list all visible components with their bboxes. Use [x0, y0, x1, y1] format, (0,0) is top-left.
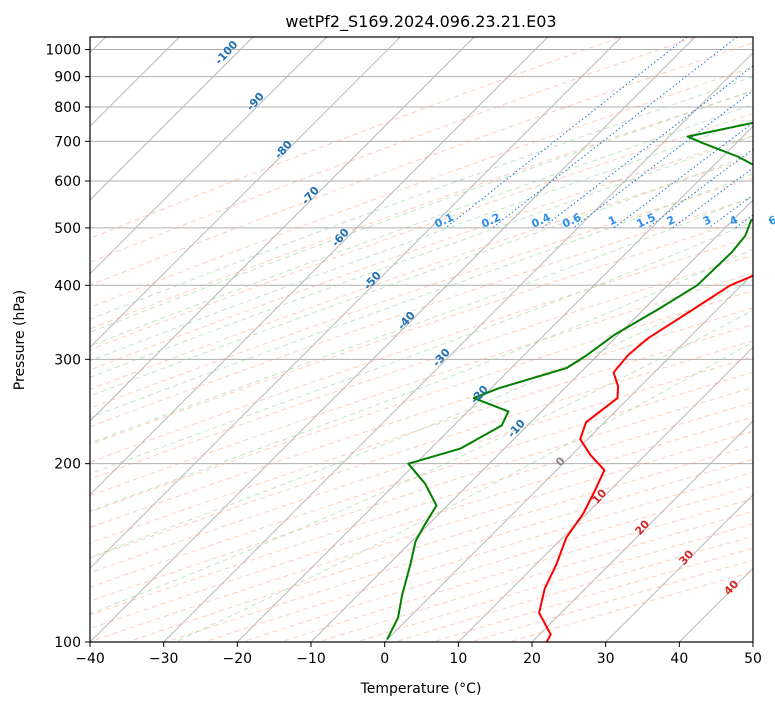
y-tick-label: 700 — [54, 134, 81, 150]
dry-adiabat-line — [90, 37, 698, 263]
x-tick-label: 10 — [449, 651, 467, 667]
isotherm-line — [90, 37, 549, 496]
profile-lines — [386, 121, 753, 642]
isotherm-line — [90, 37, 622, 570]
moist-adiabat-line — [90, 309, 753, 615]
dry-adiabat-line — [90, 254, 753, 480]
x-tick-label: −30 — [149, 651, 179, 667]
dry-adiabat-line — [90, 66, 753, 309]
isotherm-line — [457, 346, 753, 642]
mixing-ratio-line — [492, 37, 738, 229]
dry-adiabat-line — [90, 156, 753, 390]
moist-adiabat-line — [90, 118, 753, 362]
x-tick-label: 30 — [597, 651, 615, 667]
moist-adiabat-line — [90, 278, 753, 558]
dry-adiabat-line — [90, 307, 753, 529]
moist-adiabat-line — [90, 103, 753, 347]
isotherm-line — [310, 199, 753, 642]
isotherm-line — [90, 37, 696, 642]
y-axis-label: Pressure (hPa) — [12, 290, 28, 390]
x-tick-label: −20 — [223, 651, 253, 667]
dry-adiabat-line — [90, 42, 753, 286]
moist-adiabat-line — [90, 173, 753, 419]
y-tick-label: 1000 — [45, 43, 81, 59]
mixing-ratio-line — [613, 122, 753, 229]
x-tick-label: 20 — [523, 651, 541, 667]
dry-adiabat-line — [90, 290, 753, 513]
y-tick-label: 800 — [54, 100, 81, 116]
dry-adiabat-line — [90, 356, 753, 574]
mixing-ratio-line — [542, 65, 753, 229]
mixing-ratio-label: 6 — [766, 213, 775, 228]
dry-adiabat-line — [90, 386, 753, 602]
x-tick-label: 0 — [380, 651, 389, 667]
dry-adiabat-line — [90, 340, 753, 559]
plot-frame — [89, 36, 754, 643]
x-tick-label: −10 — [296, 651, 326, 667]
moist-adiabat-line — [90, 153, 753, 397]
isotherm-line — [90, 37, 254, 201]
y-tick-label: 900 — [54, 70, 81, 86]
y-tick-label: 300 — [54, 352, 81, 368]
dry-adiabat-line — [90, 236, 753, 463]
moist-adiabat-line — [90, 220, 753, 475]
isotherm-line — [90, 37, 328, 275]
background-lines — [90, 37, 753, 642]
axes: −40 −30 −20 −10 0 10 20 30 40 50 100 200 300 400 500 60… — [45, 43, 762, 667]
isotherm-line — [236, 125, 753, 642]
x-tick-label: 40 — [670, 651, 688, 667]
isotherm-line — [605, 493, 753, 642]
x-axis-label: Temperature (°C) — [360, 681, 482, 697]
moist-adiabat-line — [90, 135, 753, 378]
dry-adiabat-line — [90, 135, 753, 371]
chart-title: wetPf2_S169.2024.096.23.21.E03 — [285, 12, 556, 32]
isotherm-line — [90, 37, 401, 349]
isotherm-line — [90, 37, 475, 422]
y-tick-label: 400 — [54, 278, 81, 294]
dewpoint-profile-line — [386, 121, 753, 640]
mixing-ratio-line — [445, 37, 688, 229]
isotherm-line — [531, 420, 753, 642]
y-tick-label: 500 — [54, 221, 81, 237]
dry-adiabat-line — [90, 177, 753, 409]
x-tick-label: 50 — [744, 651, 762, 667]
y-tick-label: 100 — [54, 635, 81, 651]
dry-adiabat-line — [90, 197, 753, 428]
y-tick-label: 600 — [54, 174, 81, 190]
temperature-profile-line — [538, 274, 753, 642]
x-tick-label: −40 — [75, 651, 105, 667]
isotherm-line — [384, 272, 753, 642]
moist-adiabat-line — [90, 76, 753, 320]
moist-adiabat-line — [90, 195, 753, 444]
y-tick-label: 200 — [54, 457, 81, 473]
